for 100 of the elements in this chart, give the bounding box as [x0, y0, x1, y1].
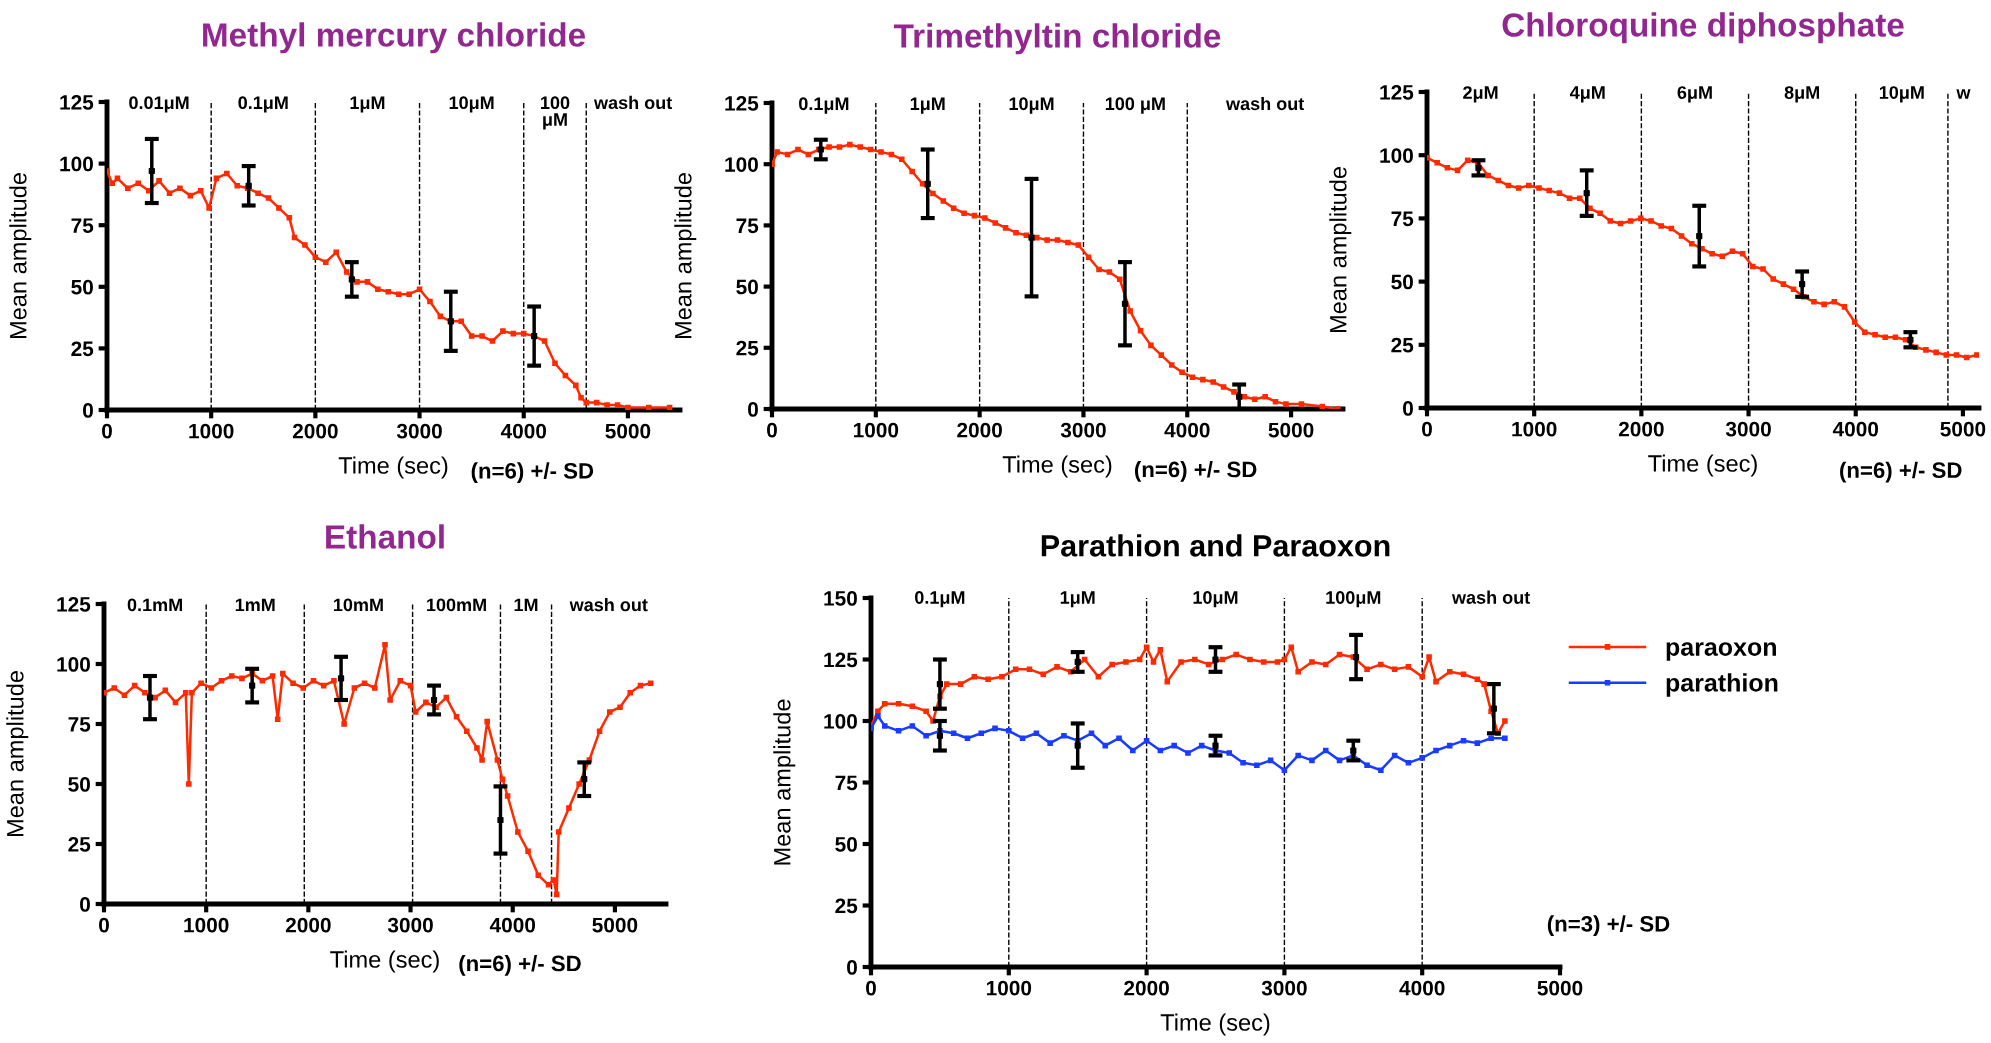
y-tick-label: 100 — [725, 157, 758, 172]
annotation: 1mM — [235, 598, 275, 612]
x-tick-label: 5000 — [1537, 980, 1583, 996]
x-tick-label: 1000 — [189, 423, 234, 439]
annotation: 100 μM — [1105, 97, 1165, 114]
x-tick-label: 3000 — [396, 423, 442, 439]
x-axis-title: Time (sec) — [1002, 455, 1112, 478]
x-tick-label: 2000 — [957, 422, 1002, 438]
x-axis-title: Time (sec) — [1648, 454, 1757, 477]
y-axis-title: Mean amplitude — [6, 671, 29, 837]
legend-label: paraoxon — [1666, 642, 1776, 661]
annotation: wash out — [569, 598, 648, 612]
annotation: 0.1μM — [915, 591, 965, 608]
y-tick-label: 50 — [1391, 274, 1413, 290]
x-tick-label: 0 — [102, 423, 112, 439]
text: (n=6) +/- SD — [1840, 461, 1962, 483]
y-tick-label: 125 — [57, 597, 91, 612]
y-tick-label: 50 — [736, 279, 758, 295]
x-tick-label: 5000 — [605, 423, 651, 439]
y-tick-label: 0 — [80, 897, 90, 912]
annotation: 8μM — [1784, 86, 1819, 103]
y-tick-label: 50 — [835, 837, 857, 852]
annotation: 6μM — [1677, 86, 1712, 103]
y-axis-title: Mean amplitude — [674, 173, 697, 339]
y-tick-label: 0 — [847, 960, 857, 975]
y-tick-label: 150 — [824, 591, 857, 606]
annotation: 1M — [514, 598, 538, 612]
annotation: 0.1μM — [799, 97, 849, 114]
annotation: 100 μM — [541, 96, 570, 130]
y-tick-label: 125 — [824, 652, 858, 668]
annotation: 1μM — [910, 97, 945, 114]
y-tick-label: 25 — [1391, 337, 1414, 353]
x-tick-label: 3000 — [1261, 980, 1307, 996]
annotation: 100mM — [427, 598, 486, 612]
x-tick-label: 5000 — [1940, 421, 1986, 437]
x-tick-label: 4000 — [489, 917, 536, 933]
x-tick-label: 3000 — [387, 917, 433, 933]
chart-title: Chloroquine diphosphate — [1502, 12, 1904, 44]
annotation: 10μM — [1879, 86, 1924, 103]
y-tick-label: 50 — [68, 777, 90, 792]
text: (n=6) +/- SD — [471, 462, 594, 484]
x-tick-label: 0 — [1422, 421, 1432, 437]
x-tick-label: 0 — [99, 917, 109, 933]
x-tick-label: 2000 — [292, 423, 338, 439]
y-tick-label: 75 — [835, 775, 858, 791]
y-tick-label: 75 — [71, 218, 94, 233]
annotation: 0.01μM — [129, 96, 189, 113]
x-tick-label: 4000 — [1832, 421, 1879, 437]
annotation: wash out — [1451, 590, 1530, 604]
text: (n=6) +/- SD — [459, 955, 581, 976]
y-tick-label: 25 — [835, 898, 858, 914]
y-tick-label: 100 — [57, 657, 90, 672]
annotation: wash out — [593, 95, 673, 110]
x-tick-label: 4000 — [1164, 422, 1210, 438]
annotation: 10μM — [1009, 97, 1054, 114]
annotation: 10μM — [449, 96, 494, 113]
chart-title: Ethanol — [326, 524, 444, 549]
x-tick-label: 5000 — [1268, 422, 1314, 438]
y-tick-label: 75 — [736, 218, 759, 234]
chart-title: Trimethyltin chloride — [893, 23, 1221, 55]
y-tick-label: 75 — [1391, 211, 1414, 227]
chart-title: Methyl mercury chloride — [203, 22, 586, 54]
y-tick-label: 50 — [71, 279, 93, 295]
annotation: 0.1mM — [127, 598, 182, 612]
x-tick-label: 1000 — [986, 980, 1032, 996]
x-tick-label: 3000 — [1060, 422, 1106, 438]
y-tick-label: 100 — [824, 714, 857, 729]
text: (n=6) +/- SD — [1134, 461, 1257, 482]
x-tick-label: 0 — [866, 980, 876, 996]
y-tick-label: 125 — [60, 95, 94, 110]
annotation: 100μM — [1326, 591, 1381, 608]
y-tick-label: 75 — [68, 717, 91, 732]
y-axis-title: Mean amplitude — [1329, 167, 1352, 333]
x-tick-label: 1000 — [184, 917, 229, 933]
x-axis-title: Time (sec) — [330, 950, 439, 973]
x-tick-label: 4000 — [500, 423, 547, 439]
y-tick-label: 0 — [748, 402, 758, 417]
y-tick-label: 100 — [1380, 148, 1413, 163]
x-tick-label: 0 — [767, 422, 777, 438]
y-tick-label: 125 — [725, 96, 759, 111]
annotation: 0.1μM — [238, 96, 288, 113]
x-tick-label: 1000 — [853, 422, 899, 438]
x-tick-label: 2000 — [1124, 980, 1169, 996]
y-tick-label: 0 — [1403, 401, 1413, 416]
annotation: 10μM — [1193, 591, 1238, 608]
annotation: 10mM — [333, 598, 383, 612]
x-tick-label: 2000 — [285, 917, 331, 933]
annotation: 1μM — [1060, 591, 1095, 608]
x-axis-title: Time (sec) — [1160, 1013, 1270, 1036]
chart-title: Parathion and Paraoxon — [1041, 534, 1390, 557]
x-tick-label: 2000 — [1618, 421, 1664, 437]
x-tick-label: 3000 — [1725, 421, 1771, 437]
y-axis-title: Mean amplitude — [9, 173, 32, 339]
annotation: 2μM — [1463, 86, 1498, 103]
legend-label: parathion — [1666, 673, 1778, 697]
x-tick-label: 4000 — [1399, 980, 1445, 996]
annotation: (n=3) +/- SD — [1547, 915, 1670, 937]
y-tick-label: 100 — [60, 156, 93, 172]
annotation: 1μM — [350, 96, 385, 113]
y-tick-label: 25 — [68, 837, 91, 852]
